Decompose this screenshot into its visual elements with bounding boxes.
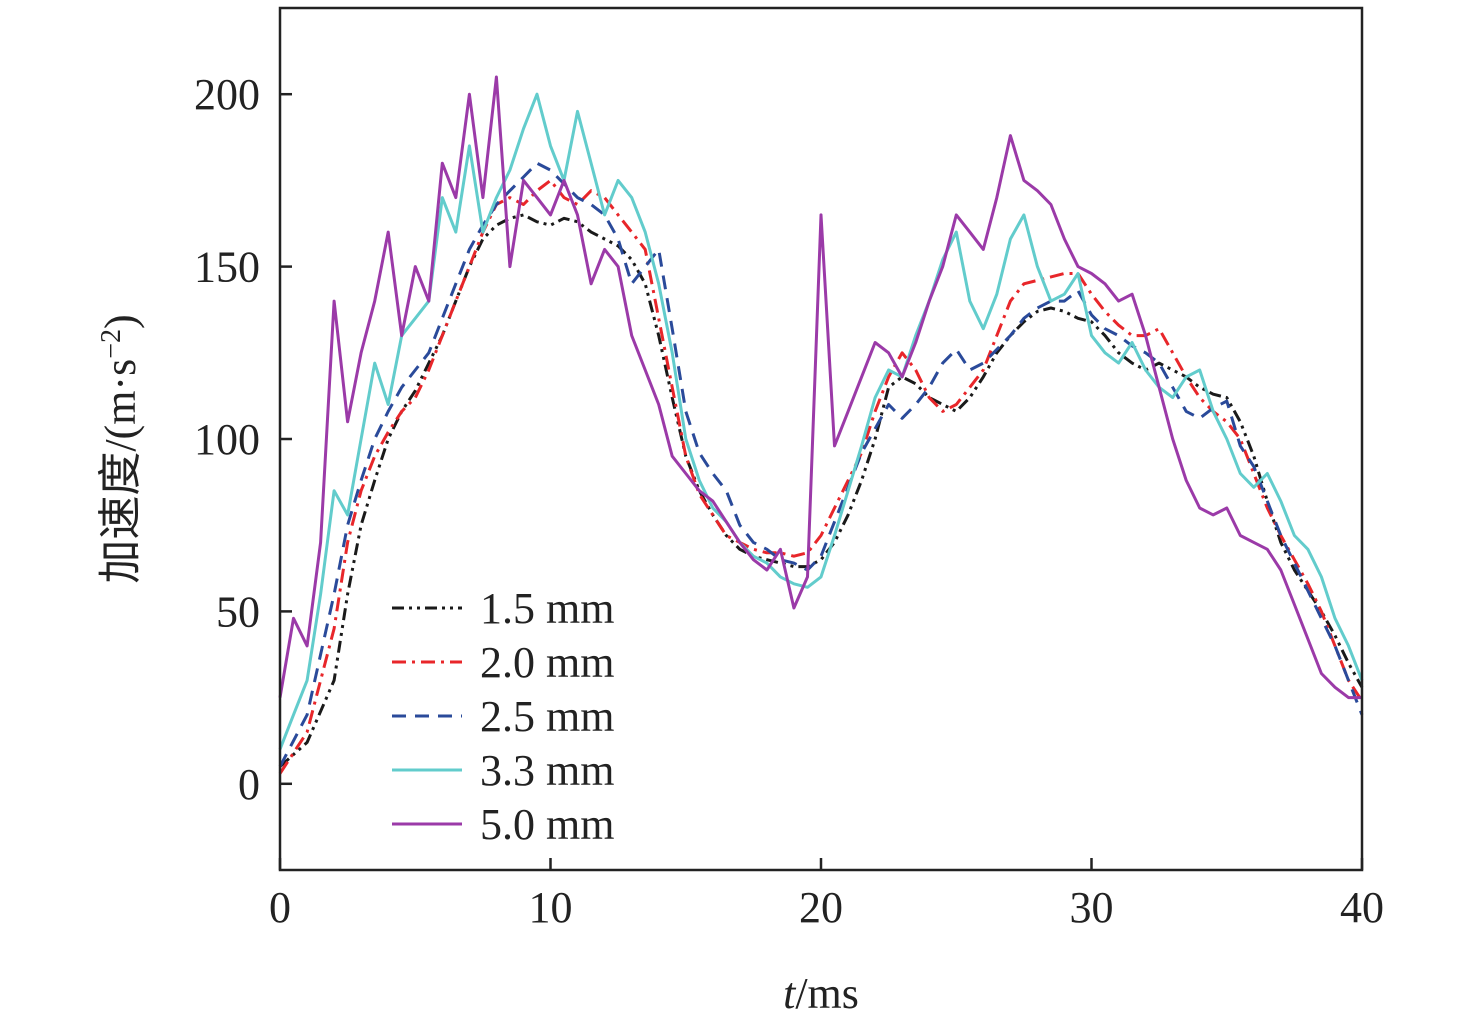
y-axis-label-superscript: −2 bbox=[96, 329, 127, 359]
x-axis-label-italic: t bbox=[783, 969, 797, 1018]
series-line-5-0-mm bbox=[278, 75, 1362, 700]
y-tick-label: 150 bbox=[194, 243, 260, 292]
series-line-2-0-mm bbox=[278, 178, 1364, 775]
plot-frame bbox=[278, 6, 1364, 872]
series-line-1-5-mm bbox=[279, 213, 1364, 768]
x-tick-label: 10 bbox=[529, 883, 573, 932]
x-axis-label: t/ms bbox=[783, 969, 859, 1018]
y-tick-label: 0 bbox=[238, 760, 260, 809]
y-axis-label-close: ) bbox=[96, 314, 145, 329]
ticks-layer: 0 10 20 30 40 0 50 100 150 200 bbox=[194, 70, 1384, 932]
series-layer bbox=[278, 75, 1364, 775]
legend-label-3-3-mm: 3.3 mm bbox=[480, 746, 614, 795]
x-tick-label: 40 bbox=[1340, 883, 1384, 932]
legend-label-1-5-mm: 1.5 mm bbox=[480, 584, 614, 633]
y-axis-label: 加速度/(m·s−2) bbox=[96, 314, 146, 583]
y-tick-label: 50 bbox=[216, 587, 260, 636]
y-tick-label: 200 bbox=[194, 70, 260, 119]
legend-label-5-0-mm: 5.0 mm bbox=[480, 800, 614, 849]
x-tick-label: 20 bbox=[799, 883, 843, 932]
y-tick-label: 100 bbox=[194, 415, 260, 464]
legend-label-2-5-mm: 2.5 mm bbox=[480, 692, 614, 741]
y-axis-label-text: 加速度/(m·s bbox=[96, 359, 145, 584]
x-tick-label: 30 bbox=[1070, 883, 1114, 932]
legend: 1.5 mm 2.0 mm 2.5 mm 3.3 mm 5.0 mm bbox=[392, 584, 614, 849]
series-line-3-3-mm bbox=[278, 92, 1364, 750]
x-axis-label-unit: /ms bbox=[795, 969, 859, 1018]
legend-label-2-0-mm: 2.0 mm bbox=[480, 638, 614, 687]
x-tick-label: 0 bbox=[269, 883, 291, 932]
